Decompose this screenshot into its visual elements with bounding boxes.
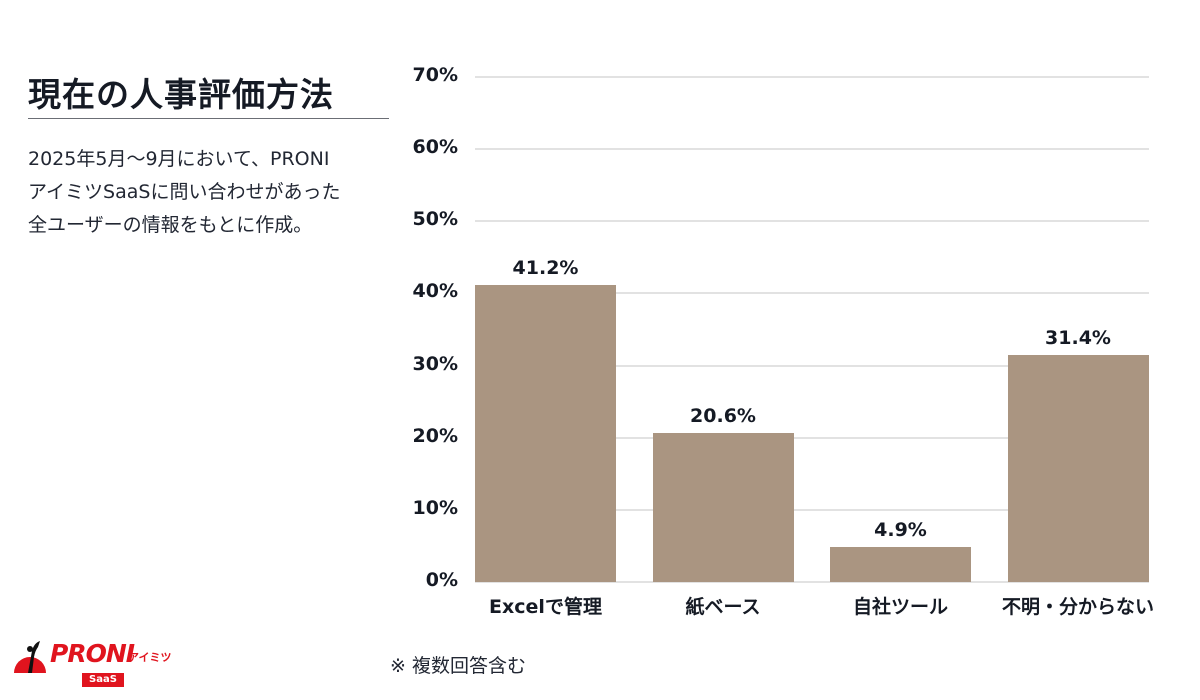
bar-value-label: 20.6% [690, 405, 756, 428]
x-axis-category-label: 紙ベース [685, 596, 761, 618]
gridline [475, 76, 1149, 78]
description-line: アイミツSaaSに問い合わせがあった [28, 181, 341, 203]
gridline [475, 364, 1149, 367]
bar-value-label: 41.2% [512, 256, 579, 279]
y-axis-tick-label: 0% [425, 569, 458, 591]
page-title: 現在の人事評価方法 [28, 75, 334, 114]
description: 2025年5月〜9月において、PRONI アイミツSaaSに問い合わせがあった … [28, 143, 398, 242]
bar-value-label: 4.9% [874, 518, 927, 541]
description-line: 全ユーザーの情報をもとに作成。 [28, 214, 313, 236]
gridline [475, 220, 1149, 223]
description-line: 2025年5月〜9月において、PRONI [28, 148, 330, 170]
gridline [475, 148, 1149, 151]
brand-logo: PRONI アイミツ SaaS [10, 637, 180, 689]
logo-mark-icon [14, 641, 46, 673]
y-axis-tick-label: 70% [412, 64, 458, 86]
gridline [475, 508, 1149, 511]
bar [1007, 355, 1149, 582]
gridline [475, 292, 1149, 295]
logo-kana: アイミツ [128, 651, 172, 664]
logo-brand: PRONI [50, 639, 135, 668]
y-axis-tick-label: 20% [412, 424, 458, 447]
x-axis-category-label: 不明・分からない [1001, 596, 1154, 618]
y-axis-tick-label: 30% [412, 352, 458, 375]
footnote: ※ 複数回答含む [390, 655, 526, 677]
bar [830, 546, 971, 582]
y-axis-tick-label: 50% [412, 208, 458, 231]
bar [475, 284, 616, 582]
y-axis-tick-label: 60% [412, 136, 458, 159]
x-axis-category-label: Excelで管理 [489, 596, 602, 618]
y-axis-tick-label: 10% [412, 496, 458, 519]
bar [652, 433, 794, 582]
bar-value-label: 31.4% [1045, 327, 1111, 350]
gridline [475, 581, 1149, 583]
y-axis-tick-label: 40% [412, 280, 458, 303]
gridline [475, 436, 1149, 439]
x-axis-category-label: 自社ツール [852, 596, 948, 618]
title-divider [28, 118, 389, 119]
logo-badge: SaaS [82, 673, 124, 687]
